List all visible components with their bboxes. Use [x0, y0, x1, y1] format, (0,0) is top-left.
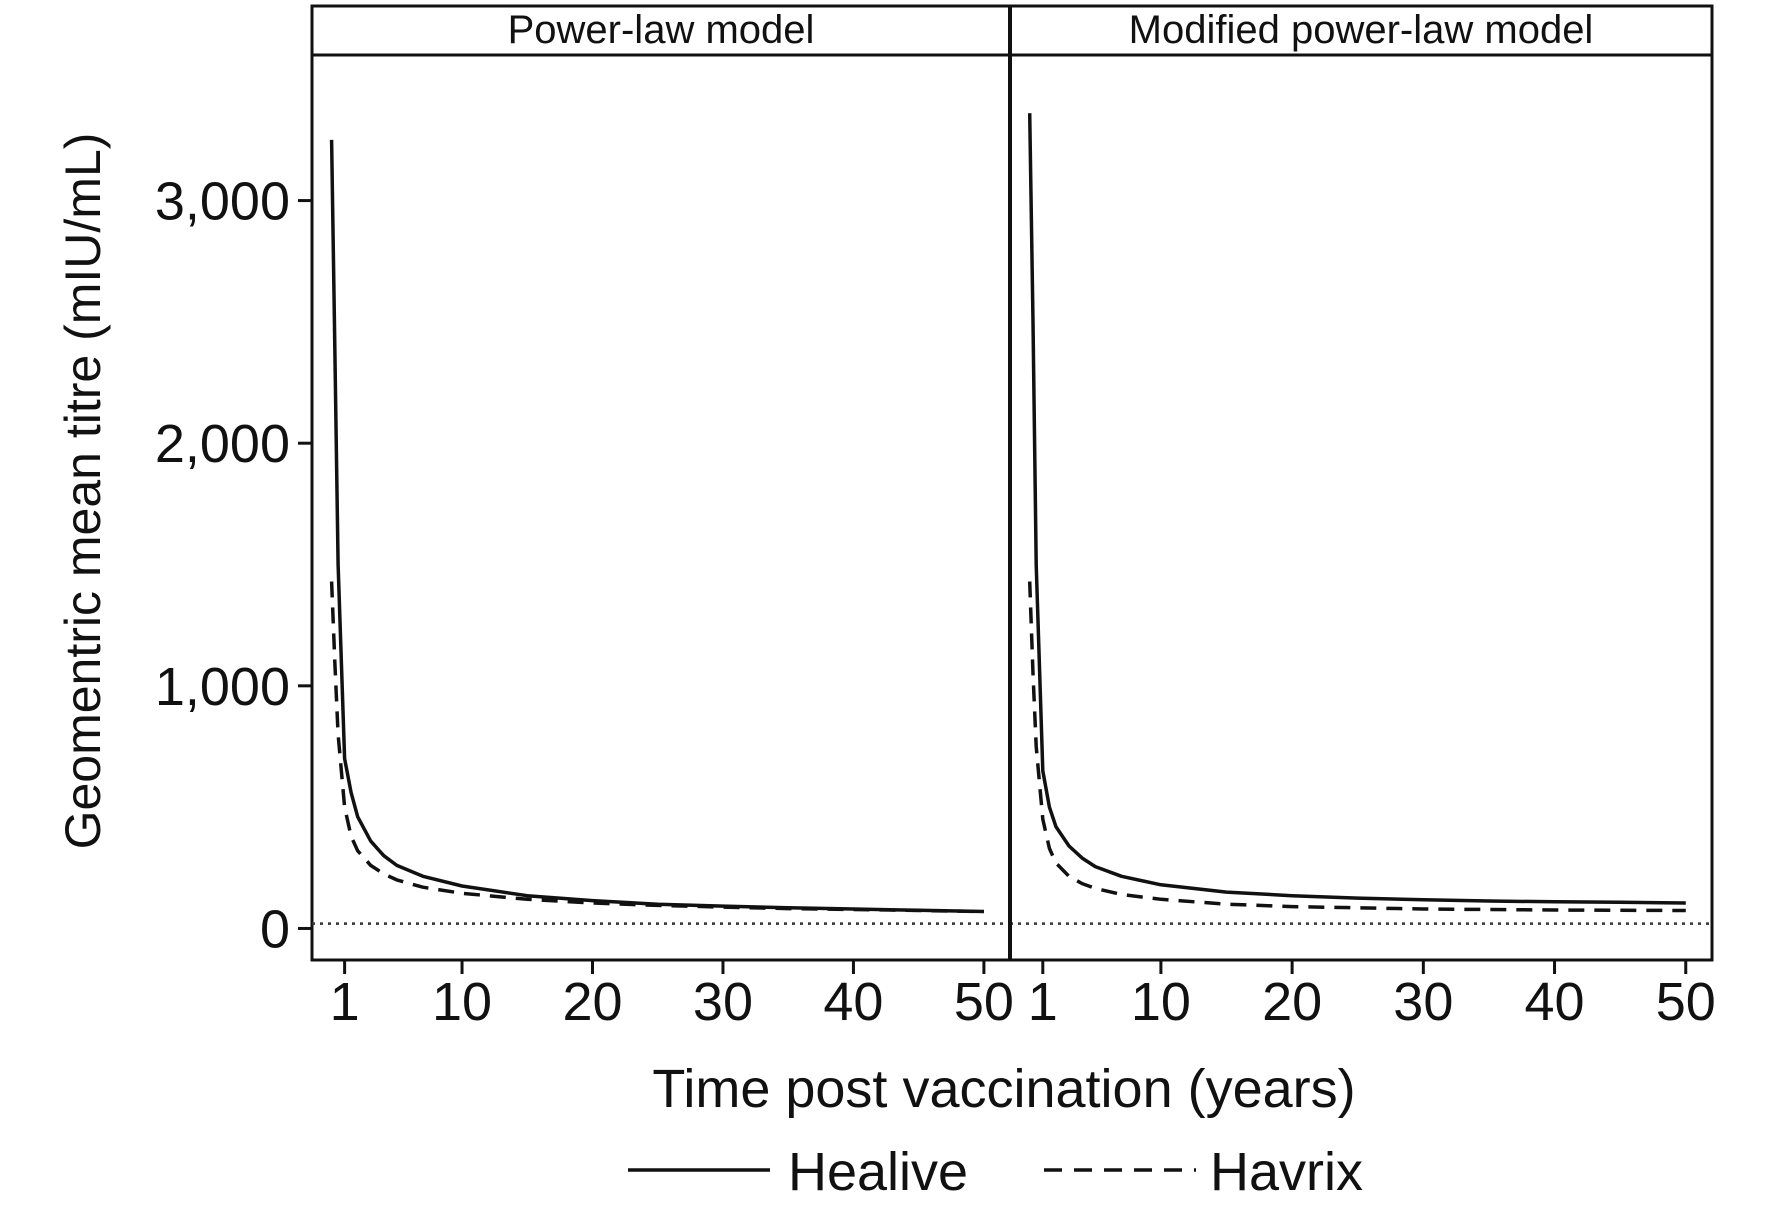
x-tick-label: 10: [432, 972, 492, 1032]
x-tick-label: 50: [1656, 972, 1716, 1032]
panel-title: Power-law model: [508, 8, 815, 52]
y-tick-label: 2,000: [155, 414, 290, 474]
legend-label-havrix: Havrix: [1210, 1142, 1363, 1202]
x-tick-label: 20: [562, 972, 622, 1032]
legend-label-healive: Healive: [788, 1142, 968, 1202]
series-line-healive: [329, 139, 984, 914]
series-line-havrix: [329, 581, 984, 914]
y-tick-label: 0: [260, 899, 290, 959]
x-axis-title: Time post vaccination (years): [652, 1059, 1355, 1119]
panel-frame: [310, 53, 1012, 962]
x-tick-label: 30: [693, 972, 753, 1032]
panel-frame: [1008, 53, 1714, 962]
x-tick-label: 10: [1131, 972, 1191, 1032]
y-tick-label: 3,000: [155, 172, 290, 232]
x-tick-label: 1: [1028, 972, 1058, 1032]
panel-title: Modified power-law model: [1129, 8, 1594, 52]
x-tick-label: 40: [823, 972, 883, 1032]
legend: Healive Havrix: [628, 1142, 1363, 1202]
x-tick-label: 30: [1393, 972, 1453, 1032]
x-tick-label: 50: [954, 972, 1014, 1032]
panels: 0 1,000 2,000 3,000 Power-law model 1 10 20 30 40…: [155, 4, 1716, 1032]
series-line-havrix: [1027, 581, 1686, 913]
x-tick-label: 40: [1525, 972, 1585, 1032]
x-tick-label: 1: [330, 972, 360, 1032]
y-axis-title: Geomentric mean titre (mIU/mL): [55, 133, 111, 850]
panel-2: Modified power-law model 1 10 20 30 40 50: [1008, 4, 1716, 1032]
x-tick-label: 20: [1262, 972, 1322, 1032]
series-line-healive: [1027, 113, 1686, 905]
panel-1: Power-law model 1 10 20 30 40 50: [310, 4, 1014, 1032]
y-tick-label: 1,000: [155, 657, 290, 717]
